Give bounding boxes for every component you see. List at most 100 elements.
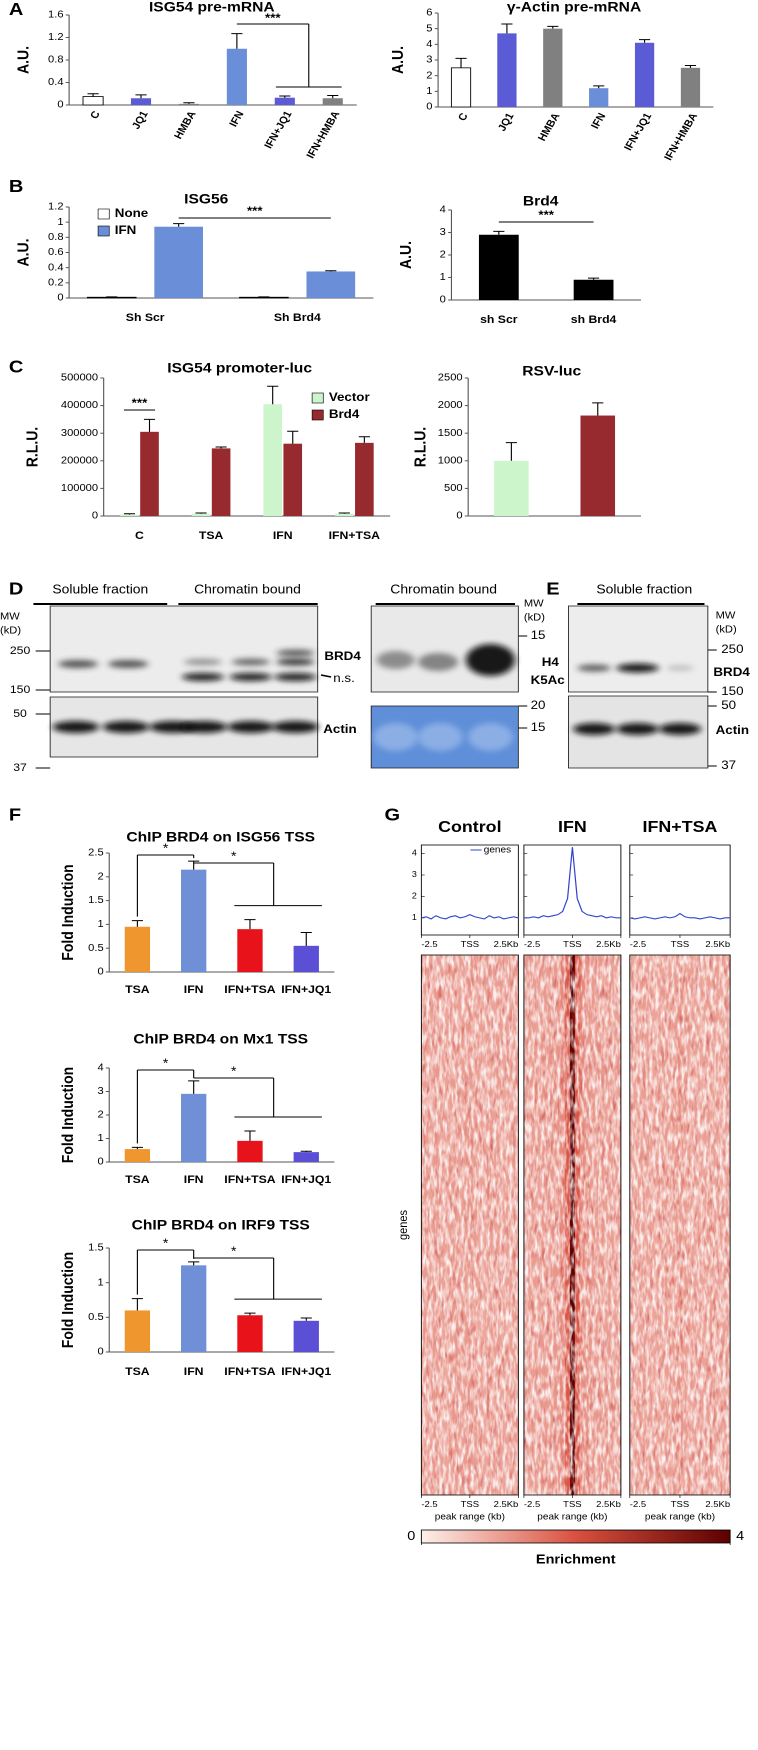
colorbar-tick-label: 0 (407, 1529, 415, 1543)
y-tick-label: 4 (412, 848, 417, 857)
error-bar (325, 270, 337, 272)
mw-marker: 150 (10, 683, 31, 695)
error-bar (455, 57, 467, 68)
x-tick-label: IFN+JQ1 (281, 1173, 332, 1185)
x-tick-label: TSS (461, 1500, 479, 1509)
blot-band (52, 721, 100, 733)
mw-label: MW (524, 598, 544, 609)
panel-label: G (385, 806, 401, 826)
mw-marker: 50 (13, 707, 27, 719)
error-bar (135, 94, 147, 99)
x-tick-label: JQ1 (130, 109, 151, 131)
bar (178, 103, 200, 105)
y-axis-label: genes (396, 1210, 410, 1240)
y-tick-label: 0.2 (48, 277, 64, 288)
x-tick-label: C (135, 529, 144, 541)
error-bar (244, 1312, 256, 1316)
y-tick-label: 1.2 (48, 201, 64, 212)
error-bar (143, 418, 156, 432)
y-tick-label: 3 (440, 227, 446, 238)
y-tick-label: 2 (97, 871, 103, 882)
legend-swatch (311, 409, 324, 421)
legend-swatch (97, 225, 110, 237)
mw-marker: 37 (721, 759, 736, 772)
y-tick-label: 0 (92, 510, 98, 521)
y-tick-label: 1 (97, 1277, 103, 1288)
colorbar-tick-label: 4 (736, 1529, 744, 1543)
y-tick-label: 500 (444, 483, 463, 494)
blot-band (616, 663, 659, 673)
panel-title: IFN+TSA (643, 818, 718, 836)
bar (322, 98, 343, 105)
colorbar-label: Enrichment (536, 1552, 616, 1566)
y-tick-label: 0.4 (48, 77, 64, 88)
band-label: Actin (323, 723, 356, 736)
blot-band (577, 664, 611, 672)
y-tick-label: 0 (57, 292, 63, 303)
blot-band (102, 721, 150, 733)
y-tick-label: 4 (426, 38, 432, 49)
y-tick-label: 2 (440, 249, 446, 260)
significance: *** (538, 209, 554, 222)
bar (120, 514, 139, 516)
y-tick-label: 100000 (61, 483, 98, 494)
bar (181, 1093, 207, 1162)
x-tick-label: -2.5 (421, 940, 437, 949)
y-axis-label: A.U. (398, 241, 415, 269)
y-tick-label: 0.4 (48, 262, 64, 273)
profile-line (629, 912, 731, 920)
mw-marker: 50 (721, 699, 736, 712)
error-bar (338, 512, 350, 514)
y-axis-label: Fold Induction (61, 1252, 78, 1348)
error-bar (183, 102, 195, 104)
x-tick-label: TSA (125, 1173, 150, 1185)
mw-marker: 150 (721, 685, 743, 698)
error-bar (588, 277, 600, 280)
x-axis-label: peak range (kb) (645, 1512, 715, 1522)
mw-marker: 15 (531, 721, 546, 734)
bar (124, 1149, 151, 1162)
band-arrow (320, 674, 332, 678)
error-bar (188, 1080, 200, 1094)
x-tick-label: IFN (227, 109, 247, 129)
bar (237, 1140, 263, 1162)
y-tick-label: 0 (426, 101, 432, 112)
x-axis-label: peak range (kb) (537, 1512, 607, 1522)
legend-label: Vector (329, 391, 370, 404)
blot-band (274, 673, 317, 681)
heatmap-texture (523, 955, 621, 1495)
y-tick-label: 0.8 (48, 54, 64, 65)
bar (293, 1152, 319, 1162)
y-tick-label: 2 (412, 891, 417, 900)
blot-membrane (568, 605, 709, 693)
blot-band (229, 673, 272, 681)
heatmap-texture (629, 955, 731, 1495)
error-bar (593, 85, 605, 89)
bar (494, 460, 529, 516)
error-bar (300, 1150, 312, 1153)
error-bar (244, 1130, 256, 1141)
error-bar (188, 1261, 200, 1266)
band-label: BRD4 (324, 650, 360, 663)
y-tick-label: 1 (412, 912, 417, 921)
error-bar (300, 931, 312, 946)
y-tick-label: 1000 (438, 455, 463, 466)
mw-marker: 250 (721, 643, 743, 656)
x-tick-label: 2.5Kb (494, 940, 519, 949)
panel-label: E (546, 580, 559, 600)
x-tick-label: TSS (671, 940, 689, 949)
y-tick-label: 1500 (438, 427, 463, 438)
significance: *** (247, 205, 263, 218)
y-tick-label: 2 (426, 70, 432, 81)
x-tick-label: sh Scr (480, 313, 518, 325)
error-bar (639, 39, 651, 43)
fraction-label: Soluble fraction (52, 582, 148, 596)
x-tick-label: HMBA (172, 109, 199, 141)
mw-marker: 15 (531, 629, 546, 642)
panel-label: A (9, 0, 24, 19)
x-tick-label: C (88, 109, 103, 121)
chart-title: Brd4 (523, 194, 559, 209)
bar (283, 443, 303, 516)
y-axis-label: R.L.U. (413, 427, 430, 467)
